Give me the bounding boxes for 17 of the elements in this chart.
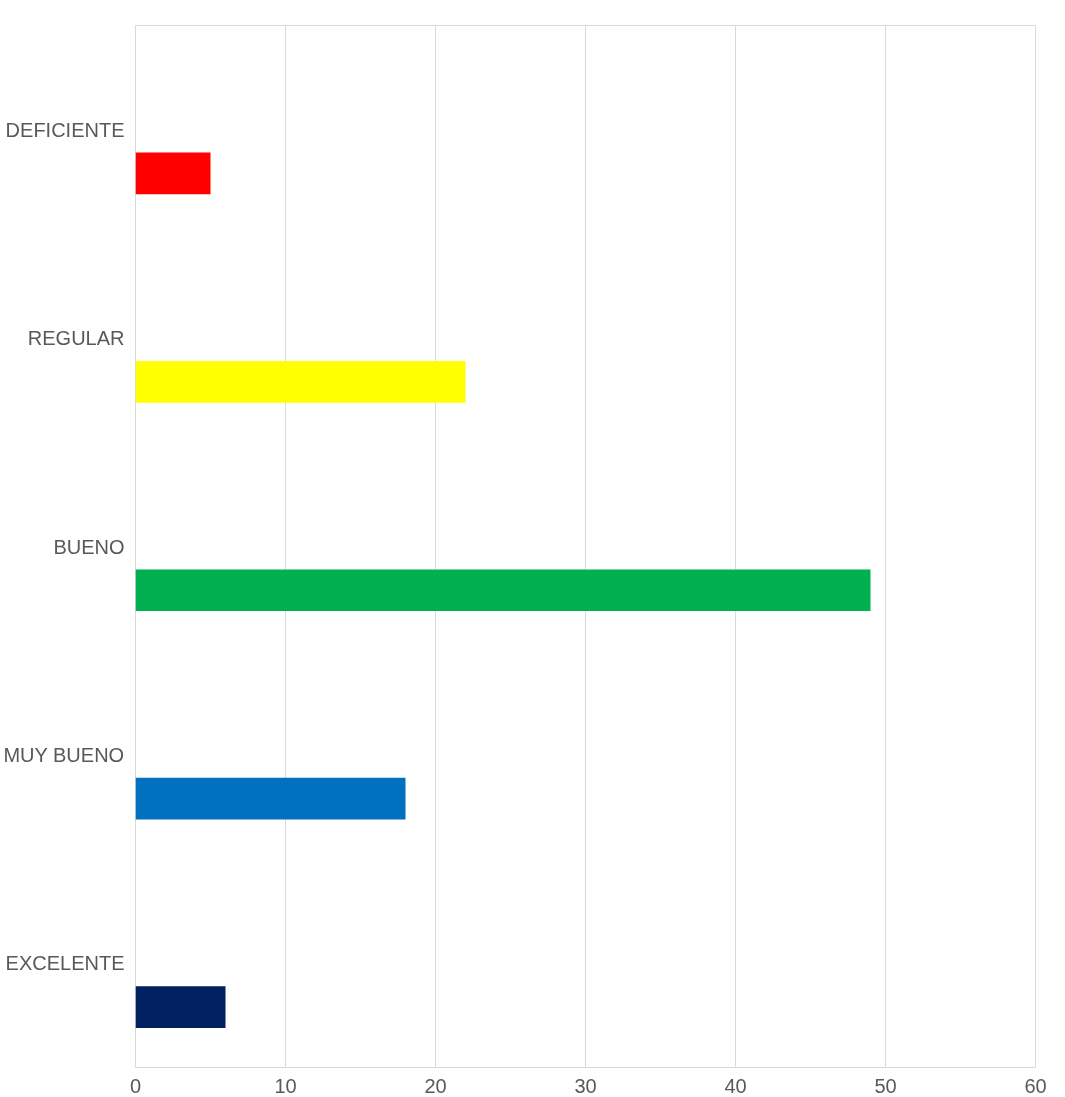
bar	[135, 569, 871, 612]
x-tick-label: 20	[424, 1074, 447, 1097]
bar	[135, 361, 466, 403]
bar	[135, 152, 211, 195]
y-tick-label: EXCELENTE	[5, 952, 125, 975]
y-tick-label: BUENO	[53, 535, 125, 558]
x-tick-label: 0	[129, 1074, 142, 1097]
bar	[135, 777, 406, 820]
y-tick-label: DEFICIENTE	[5, 118, 125, 141]
x-tick-label: 40	[724, 1074, 747, 1097]
x-tick-label: 60	[1024, 1074, 1047, 1097]
x-tick-label: 30	[574, 1074, 597, 1097]
x-tick-label: 50	[874, 1074, 897, 1097]
bar	[135, 986, 226, 1028]
y-tick-label: REGULAR	[27, 327, 125, 350]
y-tick-label: MUY BUENO	[3, 743, 125, 766]
x-tick-label: 10	[274, 1074, 297, 1097]
